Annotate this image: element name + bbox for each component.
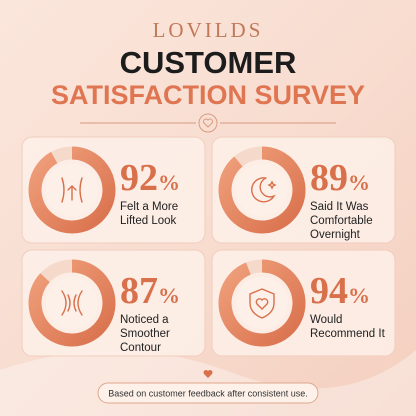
footer-heart [203,369,213,378]
icon [61,290,83,316]
divider [80,113,336,133]
icon-bg [46,277,98,329]
stat-label: Recommend It [310,328,386,340]
stat-number: 87 [120,270,158,312]
stat-label: Comfortable [310,215,373,227]
donut-arc [28,146,116,234]
stat-label: Contour [120,342,161,354]
stat-unit: % [348,170,370,195]
stat-number: 89 [310,157,348,199]
footer-text: Based on customer feedback after consist… [108,389,308,399]
donut-arc [218,146,306,234]
stat-label: Said It Was [310,201,369,213]
title-line1: CUSTOMER [120,45,297,80]
stat-label: Noticed a [120,314,169,326]
footer-pill [97,382,319,404]
donut-arc [218,259,306,347]
icon-bg [236,164,288,216]
stat-label: Lifted Look [120,215,177,227]
stat-unit: % [158,283,180,308]
stat-value: 94% [310,270,370,312]
stat-label: Would [310,314,342,326]
stat-value: 92% [120,157,180,199]
stat-value: 89% [310,157,370,199]
donut-arc [28,259,116,347]
icon [251,177,277,203]
stat-number: 94 [310,270,348,312]
icon-bg [236,277,288,329]
stat-number: 92 [120,157,158,199]
icon [249,288,275,319]
stat-label: Overnight [310,229,361,241]
icon [61,177,83,203]
stat-unit: % [348,283,370,308]
brand: LOVILDS [153,18,264,42]
stat-label: Felt a More [120,201,178,213]
stat-label: Smoother [120,328,170,340]
stat-value: 87% [120,270,180,312]
stat-unit: % [158,170,180,195]
title-line2: SATISFACTION SURVEY [51,80,365,110]
